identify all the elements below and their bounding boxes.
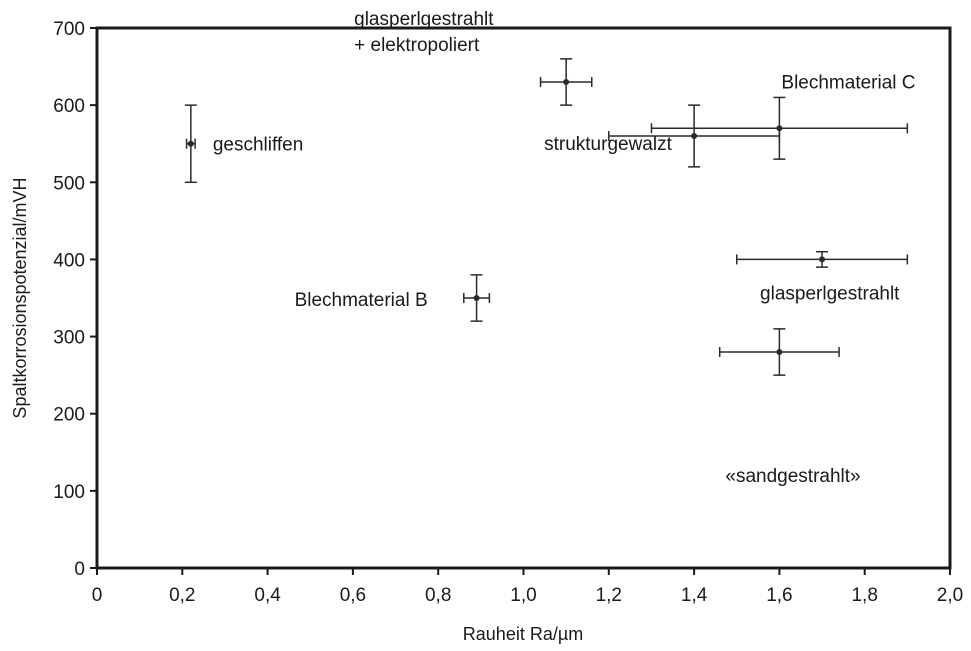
data-point (473, 295, 480, 301)
data-point (691, 133, 698, 139)
y-tick-label: 500 (53, 173, 85, 194)
x-tick-label: 2,0 (937, 585, 963, 606)
x-tick-label: 1,2 (596, 585, 622, 606)
x-tick-label: 0,2 (169, 585, 195, 606)
data-point (819, 256, 826, 263)
y-tick-label: 300 (53, 328, 85, 349)
data-label: glasperlgestrahlt (760, 283, 900, 304)
y-axis-label: Spaltkorrosionspotenzial/mVH (10, 177, 30, 418)
data-label: strukturgewalzt (544, 134, 672, 155)
x-tick-label: 0,4 (254, 585, 281, 606)
data-point (776, 349, 783, 355)
x-axis-label: Rauheit Ra/µm (463, 624, 583, 644)
y-tick-label: 600 (53, 96, 85, 117)
y-tick-label: 100 (53, 482, 85, 503)
x-tick-label: 1,6 (766, 585, 792, 606)
data-point-group: «sandgestrahlt» (718, 328, 861, 487)
data-label: geschliffen (213, 135, 304, 156)
x-tick-label: 0,6 (340, 585, 366, 606)
data-point (776, 125, 783, 132)
data-point-group: glasperlgestrahlt (736, 250, 909, 304)
data-label: «sandgestrahlt» (725, 466, 860, 487)
data-point-group: strukturgewalzt (544, 104, 781, 168)
data-point-group: Blechmaterial B (295, 274, 491, 322)
data-label: glasperlgestrahlt (354, 9, 494, 30)
y-tick-label: 200 (53, 405, 85, 426)
y-tick-label: 700 (53, 19, 85, 40)
data-point-group: Blechmaterial C (650, 72, 916, 160)
data-label: Blechmaterial C (781, 72, 915, 93)
x-tick-label: 0,8 (425, 585, 451, 606)
data-point-group: glasperlgestrahlt + elektropoliert (354, 9, 593, 106)
x-tick-label: 1,4 (681, 585, 708, 606)
data-point (187, 140, 194, 147)
x-tick-label: 1,0 (510, 585, 536, 606)
data-label: Blechmaterial B (295, 290, 428, 311)
data-point-group: geschliffen (184, 104, 304, 184)
x-tick-label: 1,8 (851, 585, 877, 606)
y-tick-label: 0 (74, 559, 85, 580)
data-label: + elektropoliert (354, 35, 480, 56)
y-tick-label: 400 (53, 250, 85, 271)
x-tick-label: 0 (92, 585, 103, 606)
data-point (563, 79, 570, 85)
